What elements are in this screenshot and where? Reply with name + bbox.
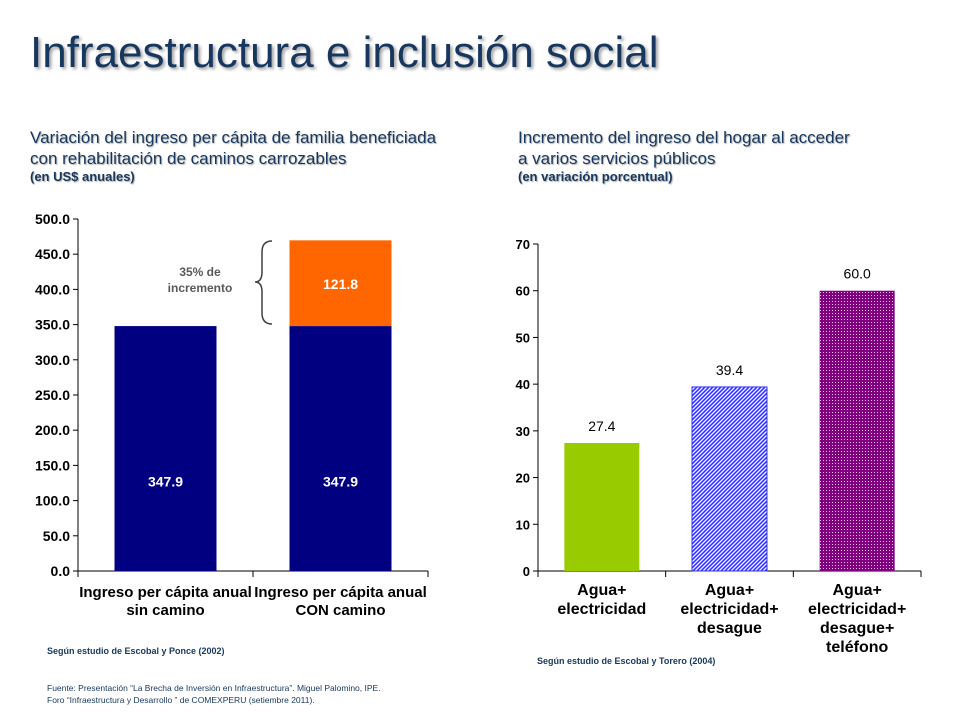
footer-line2: Foro “Infraestructura y Desarrollo ” de … xyxy=(47,695,315,705)
right-chart-category-label-line: electricidad+ xyxy=(680,601,778,618)
left-chart-y-tick-label: 0.0 xyxy=(51,563,71,579)
right-chart-category-label-line: Agua+ xyxy=(705,582,754,599)
right-chart: 0 10 20 30 40 50 60 70 Agua+ electricidad Agua+ ele… xyxy=(516,237,922,656)
right-chart-y-tick-label: 10 xyxy=(516,517,530,532)
right-chart-category-label-line: electricidad+ xyxy=(808,601,906,618)
right-chart-category-label: Agua+ electricidad+ desague xyxy=(680,582,778,637)
right-chart-category-label-line: electricidad xyxy=(557,601,646,618)
annotation-line2: incremento xyxy=(167,281,233,295)
left-chart-y-tick-label: 200.0 xyxy=(35,422,70,438)
brace xyxy=(254,240,273,325)
left-chart-category-label-line: CON camino xyxy=(295,602,385,619)
right-source-note: Según estudio de Escobal y Torero (2004) xyxy=(537,656,716,666)
right-chart-y-tick-label: 40 xyxy=(516,377,530,392)
right-bar-value-label: 60.0 xyxy=(844,266,871,282)
left-subtitle-unit: (en US$ anuales) xyxy=(30,169,135,184)
left-chart-subtitle: Variación del ingreso per cápita de fami… xyxy=(30,127,510,185)
left-subtitle-line1: Variación del ingreso per cápita de fami… xyxy=(30,128,437,147)
right-chart-y-tick-label: 50 xyxy=(516,330,530,345)
left-chart-category-label-line: sin camino xyxy=(126,602,204,619)
right-chart-y-tick-label: 70 xyxy=(516,237,530,252)
right-chart-y-tick-label: 0 xyxy=(523,564,530,579)
right-subtitle-line1: Incremento del ingreso del hogar al acce… xyxy=(518,128,850,147)
left-chart-y-tick-label: 50.0 xyxy=(43,528,70,544)
page-title: Infraestructura e inclusión social xyxy=(30,28,659,77)
footer-line1: Fuente: Presentación “La Brecha de Inver… xyxy=(47,683,381,693)
left-chart-category-label: Ingreso per cápita anual CON camino xyxy=(254,584,427,619)
left-subtitle-line2: con rehabilitación de caminos carrozable… xyxy=(30,149,347,168)
right-chart-y-tick-label: 30 xyxy=(516,424,530,439)
footer-source: Fuente: Presentación “La Brecha de Inver… xyxy=(47,682,381,706)
left-chart: 0.0 50.0 100.0 150.0 200.0 250.0 300.0 350.0 400… xyxy=(35,211,429,619)
left-chart-y-tick-label: 400.0 xyxy=(35,281,70,297)
left-chart-category-label-line: Ingreso per cápita anual xyxy=(254,584,427,601)
left-bar-value-label: 121.8 xyxy=(323,276,358,292)
right-chart-category-label: Agua+ electricidad xyxy=(557,582,646,618)
left-chart-y-tick-label: 100.0 xyxy=(35,493,70,509)
right-chart-category-label-line: teléfono xyxy=(826,639,888,656)
left-bar-segment xyxy=(289,326,392,571)
right-subtitle-line2: a varios servicios públicos xyxy=(518,149,716,168)
right-subtitle-unit: (en variación porcentual) xyxy=(518,169,673,184)
right-chart-y-tick-label: 20 xyxy=(516,471,530,486)
right-chart-category-label-line: Agua+ xyxy=(832,582,881,599)
left-bar-segment xyxy=(114,326,217,571)
right-chart-subtitle: Incremento del ingreso del hogar al acce… xyxy=(518,127,938,185)
right-chart-category-label-line: desague xyxy=(697,620,762,637)
right-chart-category-label: Agua+ electricidad+ desague+ teléfono xyxy=(808,582,906,656)
right-chart-category-label-line: desague+ xyxy=(820,620,894,637)
annotation-line1: 35% de xyxy=(179,265,221,279)
right-bar-value-label: 39.4 xyxy=(716,362,743,378)
left-chart-category-label: Ingreso per cápita anual sin camino xyxy=(79,584,252,619)
left-chart-y-tick-label: 300.0 xyxy=(35,352,70,368)
left-bar-value-label: 347.9 xyxy=(323,474,358,490)
left-chart-y-tick-label: 500.0 xyxy=(35,211,70,227)
left-chart-y-tick-label: 250.0 xyxy=(35,387,70,403)
right-chart-y-tick-label: 60 xyxy=(516,284,530,299)
increment-annotation: 35% de incremento xyxy=(150,264,250,296)
right-bar xyxy=(564,443,640,571)
right-chart-category-label-line: Agua+ xyxy=(577,582,626,599)
left-chart-y-tick-label: 150.0 xyxy=(35,457,70,473)
left-chart-y-tick-label: 450.0 xyxy=(35,246,70,262)
right-bar xyxy=(819,290,895,571)
left-bar-value-label: 347.9 xyxy=(148,474,183,490)
right-bar xyxy=(691,386,768,572)
right-bar-value-label: 27.4 xyxy=(588,418,615,434)
left-bar-segment xyxy=(289,240,392,327)
left-chart-category-label-line: Ingreso per cápita anual xyxy=(79,584,252,601)
left-source-note: Según estudio de Escobal y Ponce (2002) xyxy=(47,646,225,656)
left-chart-y-tick-label: 350.0 xyxy=(35,317,70,333)
